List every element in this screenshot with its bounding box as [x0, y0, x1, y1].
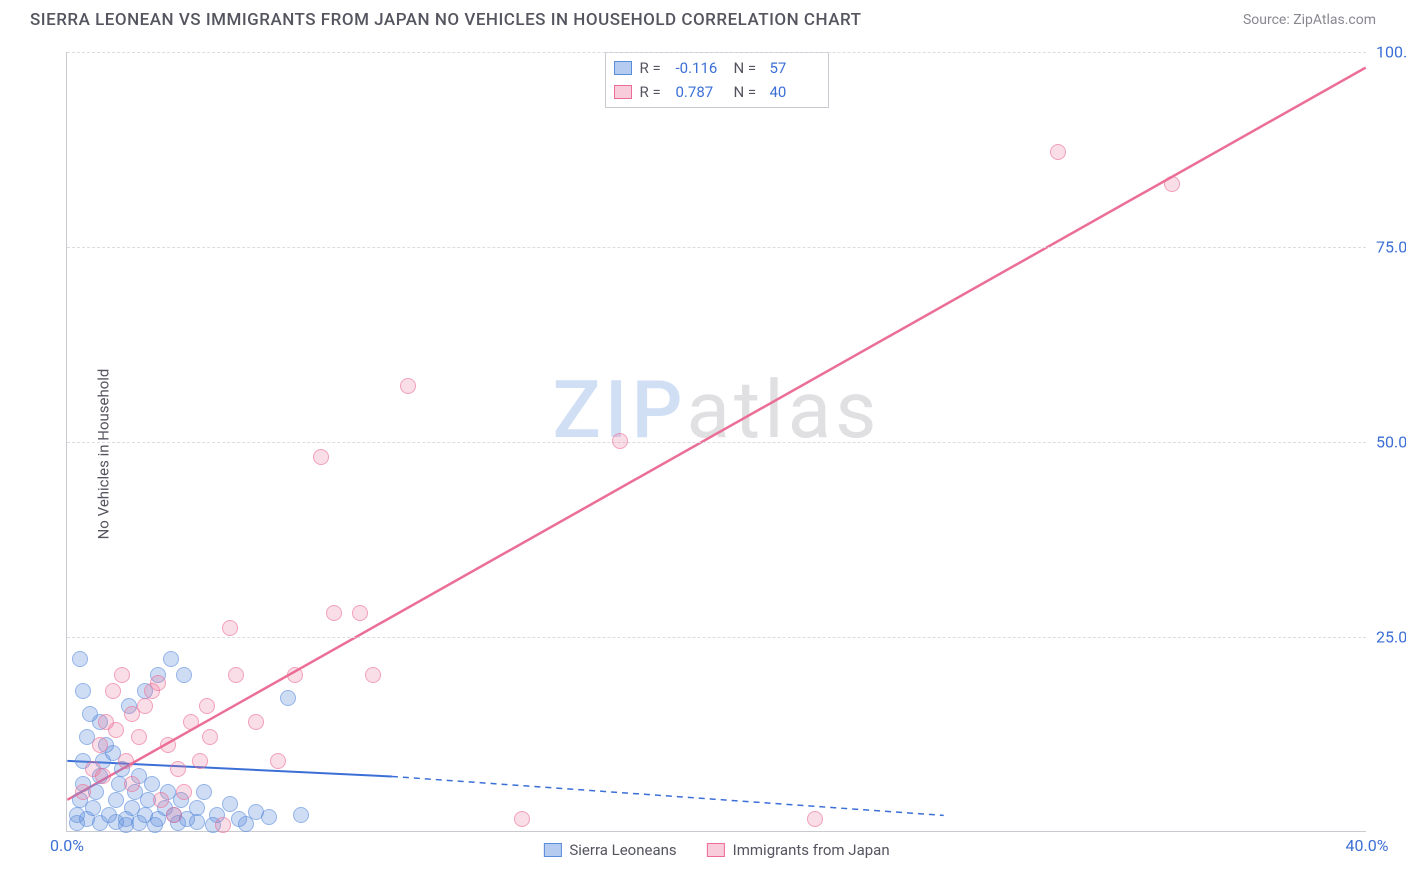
legend-row-blue: R = -0.116 N = 57	[614, 56, 820, 80]
data-point	[189, 814, 205, 830]
data-point	[196, 784, 212, 800]
swatch-pink	[614, 85, 632, 99]
r-label: R =	[640, 56, 668, 80]
data-point	[313, 449, 329, 465]
series-name-blue: Sierra Leoneans	[569, 841, 676, 859]
data-point	[124, 776, 140, 792]
n-label: N =	[734, 80, 762, 104]
data-point	[807, 811, 823, 827]
data-point	[92, 815, 108, 831]
data-point	[75, 784, 91, 800]
data-point	[222, 620, 238, 636]
data-point	[612, 433, 628, 449]
data-point	[95, 768, 111, 784]
data-point	[114, 667, 130, 683]
legend-item-pink: Immigrants from Japan	[707, 841, 890, 859]
data-point	[270, 753, 286, 769]
chart-container: No Vehicles in Household ZIPatlas R = -0…	[28, 44, 1378, 864]
data-point	[160, 737, 176, 753]
data-point	[183, 714, 199, 730]
data-point	[248, 714, 264, 730]
data-point	[153, 792, 169, 808]
data-point	[176, 667, 192, 683]
plot-area: ZIPatlas R = -0.116 N = 57 R = 0.787 N =…	[66, 52, 1366, 832]
data-point	[280, 690, 296, 706]
data-point	[192, 753, 208, 769]
data-point	[228, 667, 244, 683]
data-point	[131, 729, 147, 745]
n-value-blue: 57	[770, 56, 820, 80]
x-tick-label: 40.0%	[1346, 836, 1389, 855]
series-name-pink: Immigrants from Japan	[733, 841, 890, 859]
gridline	[67, 442, 1366, 443]
data-point	[293, 807, 309, 823]
data-point	[1050, 144, 1066, 160]
legend-row-pink: R = 0.787 N = 40	[614, 80, 820, 104]
swatch-blue	[614, 61, 632, 75]
data-point	[118, 753, 134, 769]
r-value-pink: 0.787	[676, 80, 726, 104]
data-point	[75, 683, 91, 699]
data-point	[202, 729, 218, 745]
data-point	[124, 706, 140, 722]
data-point	[108, 722, 124, 738]
y-tick-label: 75.0%	[1368, 238, 1406, 257]
n-label: N =	[734, 56, 762, 80]
chart-title: SIERRA LEONEAN VS IMMIGRANTS FROM JAPAN …	[30, 10, 862, 30]
data-point	[176, 784, 192, 800]
data-point	[163, 651, 179, 667]
r-value-blue: -0.116	[676, 56, 726, 80]
gridline	[67, 247, 1366, 248]
data-point	[238, 816, 254, 832]
data-point	[514, 811, 530, 827]
correlation-legend: R = -0.116 N = 57 R = 0.787 N = 40	[605, 52, 829, 108]
data-point	[400, 378, 416, 394]
y-tick-label: 100.0%	[1368, 43, 1406, 62]
data-point	[352, 605, 368, 621]
swatch-pink	[707, 843, 725, 857]
data-point	[131, 815, 147, 831]
source-attribution: Source: ZipAtlas.com	[1243, 12, 1376, 28]
data-point	[222, 796, 238, 812]
data-point	[1164, 176, 1180, 192]
data-point	[166, 807, 182, 823]
y-tick-label: 50.0%	[1368, 433, 1406, 452]
data-point	[72, 651, 88, 667]
data-point	[287, 667, 303, 683]
data-point	[170, 761, 186, 777]
data-point	[108, 792, 124, 808]
series-legend: Sierra Leoneans Immigrants from Japan	[543, 841, 889, 859]
watermark: ZIPatlas	[553, 363, 881, 457]
data-point	[215, 817, 231, 833]
data-point	[365, 667, 381, 683]
n-value-pink: 40	[770, 80, 820, 104]
gridline	[67, 637, 1366, 638]
watermark-part2: atlas	[687, 363, 881, 457]
r-label: R =	[640, 80, 668, 104]
data-point	[326, 605, 342, 621]
data-point	[261, 809, 277, 825]
data-point	[105, 683, 121, 699]
x-tick-label: 0.0%	[50, 836, 84, 855]
swatch-blue	[543, 843, 561, 857]
legend-item-blue: Sierra Leoneans	[543, 841, 676, 859]
y-tick-label: 25.0%	[1368, 628, 1406, 647]
data-point	[150, 675, 166, 691]
data-point	[147, 817, 163, 833]
gridline	[67, 52, 1366, 53]
data-point	[92, 737, 108, 753]
data-point	[144, 776, 160, 792]
data-point	[199, 698, 215, 714]
